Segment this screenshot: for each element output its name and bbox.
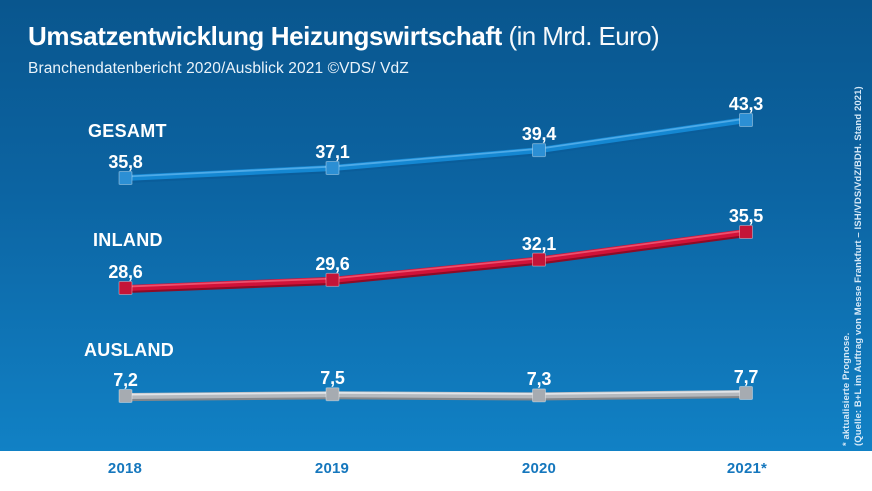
- page-title: Umsatzentwicklung Heizungswirtschaft (in…: [28, 21, 660, 52]
- marker-ausland-2018: [118, 389, 133, 403]
- year-label-2019: 2019: [314, 460, 350, 477]
- page-subtitle: Branchendatenbericht 2020/Ausblick 2021 …: [28, 60, 409, 77]
- value-label-inland-2018: 28,6: [108, 262, 143, 282]
- marker-gesamt-2021*: [739, 113, 753, 128]
- chart-area: Umsatzentwicklung Heizungswirtschaft (in…: [0, 0, 872, 451]
- value-label-gesamt-2019: 37,1: [315, 141, 350, 162]
- line-highlight-inland: [125, 229, 747, 288]
- chart-canvas: [118, 113, 753, 403]
- year-axis: 2018 2019 2020 2021*: [0, 451, 872, 491]
- value-label-ausland-2018: 7,2: [113, 370, 138, 390]
- line-inland: [125, 228, 747, 291]
- series-label-ausland: AUSLAND: [84, 340, 175, 360]
- series-label-gesamt: GESAMT: [88, 121, 167, 141]
- value-label-gesamt-2018: 35,8: [108, 152, 143, 172]
- value-label-ausland-2020: 7,3: [526, 369, 552, 390]
- marker-ausland-2019: [325, 387, 340, 402]
- value-label-inland-2020: 32,1: [521, 233, 557, 254]
- marker-inland-2021*: [739, 224, 753, 239]
- marker-inland-2020: [532, 252, 546, 267]
- value-label-inland-2021*: 35,5: [728, 205, 764, 226]
- value-label-inland-2019: 29,6: [315, 253, 350, 274]
- year-label-2020: 2020: [521, 460, 557, 477]
- footnote-asterisk: * aktualisierte Prognose.: [841, 332, 852, 446]
- marker-inland-2018: [118, 281, 133, 295]
- year-label-2021: 2021*: [726, 460, 768, 477]
- page-title-main: Umsatzentwicklung Heizungswirtschaft: [28, 21, 502, 51]
- marker-gesamt-2019: [325, 160, 340, 175]
- marker-gesamt-2018: [118, 171, 133, 185]
- marker-ausland-2020: [532, 388, 546, 403]
- marker-inland-2019: [325, 272, 340, 287]
- line-highlight-gesamt: [125, 117, 747, 178]
- marker-gesamt-2020: [532, 143, 546, 158]
- value-label-gesamt-2020: 39,4: [521, 124, 557, 145]
- line-gesamt: [125, 117, 747, 181]
- page-title-unit: (in Mrd. Euro): [501, 21, 660, 51]
- series-label-inland: INLAND: [93, 230, 163, 250]
- value-label-gesamt-2021*: 43,3: [728, 94, 764, 115]
- value-label-ausland-2021*: 7,7: [733, 367, 759, 387]
- line-highlight-ausland: [125, 390, 747, 396]
- marker-ausland-2021*: [739, 386, 753, 400]
- year-label-2018: 2018: [107, 460, 143, 477]
- line-ausland: [125, 390, 747, 399]
- footnote-annotation: * aktualisierte Prognose. (Quelle: B+L i…: [841, 86, 865, 446]
- footnote-source: (Quelle: B+L im Auftrag von Messe Frankf…: [853, 86, 864, 446]
- value-label-ausland-2019: 7,5: [320, 368, 345, 389]
